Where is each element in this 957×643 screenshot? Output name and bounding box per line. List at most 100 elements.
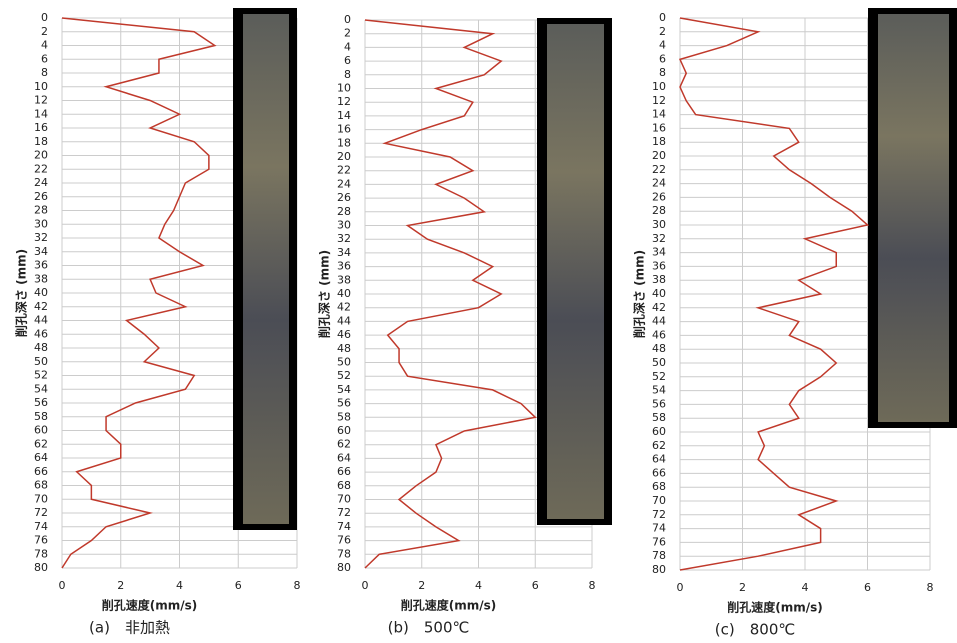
panel: 0246810121416182022242628303234363840424…: [632, 8, 957, 639]
y-tick-label: 30: [652, 218, 666, 231]
x-tick-label: 6: [235, 579, 242, 592]
y-tick-label: 20: [652, 149, 666, 162]
y-tick-label: 14: [652, 108, 666, 121]
y-tick-label: 12: [34, 94, 48, 107]
y-tick-label: 28: [652, 204, 666, 217]
x-axis-label: 削孔速度(mm/s): [401, 598, 497, 613]
x-tick-label: 2: [117, 579, 124, 592]
y-tick-label: 26: [652, 190, 666, 203]
panel: 0246810121416182022242628303234363840424…: [14, 8, 301, 637]
y-tick-label: 40: [34, 286, 48, 299]
y-tick-label: 26: [337, 191, 351, 204]
y-tick-label: 54: [337, 383, 351, 396]
y-tick-label: 50: [652, 356, 666, 369]
y-tick-label: 64: [34, 451, 48, 464]
caption: (b) 500℃: [388, 619, 470, 637]
y-tick-label: 44: [337, 314, 351, 327]
y-tick-label: 4: [41, 39, 48, 52]
caption: (c) 800℃: [715, 621, 795, 639]
core-photo: [547, 24, 604, 519]
y-tick-label: 60: [652, 425, 666, 438]
x-tick-label: 4: [176, 579, 183, 592]
y-tick-label: 80: [652, 563, 666, 576]
y-tick-label: 10: [34, 80, 48, 93]
y-tick-label: 56: [337, 397, 351, 410]
y-tick-label: 6: [344, 54, 351, 67]
y-tick-label: 38: [337, 273, 351, 286]
y-tick-label: 10: [652, 80, 666, 93]
x-tick-label: 4: [475, 579, 482, 592]
x-tick-label: 8: [589, 579, 596, 592]
y-tick-label: 52: [34, 369, 48, 382]
y-tick-label: 68: [337, 479, 351, 492]
y-tick-label: 60: [337, 424, 351, 437]
y-tick-label: 4: [344, 40, 351, 53]
y-tick-label: 8: [41, 66, 48, 79]
y-tick-label: 58: [652, 411, 666, 424]
x-axis-label: 削孔速度(mm/s): [102, 598, 198, 613]
y-axis-label: 削孔深さ (mm): [632, 250, 647, 338]
core-photo: [878, 14, 949, 422]
y-tick-label: 72: [34, 506, 48, 519]
x-tick-label: 0: [362, 579, 369, 592]
y-tick-label: 22: [652, 163, 666, 176]
y-tick-label: 56: [34, 396, 48, 409]
y-tick-label: 66: [34, 465, 48, 478]
y-tick-label: 38: [652, 273, 666, 286]
y-axis-label: 削孔深さ (mm): [14, 249, 29, 337]
y-tick-label: 6: [41, 52, 48, 65]
x-tick-label: 8: [294, 579, 301, 592]
y-tick-label: 2: [659, 25, 666, 38]
y-tick-label: 66: [337, 465, 351, 478]
caption: (a) 非加熱: [89, 619, 170, 637]
y-tick-label: 32: [652, 232, 666, 245]
y-tick-label: 76: [337, 534, 351, 547]
y-tick-label: 58: [34, 410, 48, 423]
y-tick-label: 44: [652, 315, 666, 328]
y-tick-label: 60: [34, 424, 48, 437]
y-tick-label: 0: [41, 11, 48, 24]
y-tick-label: 30: [337, 219, 351, 232]
y-tick-label: 52: [337, 369, 351, 382]
y-tick-label: 62: [337, 438, 351, 451]
y-tick-label: 40: [337, 287, 351, 300]
y-tick-label: 22: [337, 164, 351, 177]
y-tick-label: 78: [652, 549, 666, 562]
y-tick-label: 42: [652, 301, 666, 314]
y-tick-label: 44: [34, 314, 48, 327]
y-tick-label: 34: [34, 245, 48, 258]
y-tick-label: 2: [41, 25, 48, 38]
y-tick-label: 10: [337, 82, 351, 95]
y-tick-label: 68: [652, 480, 666, 493]
y-tick-label: 80: [337, 561, 351, 574]
y-tick-label: 28: [337, 205, 351, 218]
y-tick-label: 24: [652, 177, 666, 190]
y-tick-label: 0: [659, 11, 666, 24]
y-tick-label: 70: [34, 492, 48, 505]
y-tick-label: 66: [652, 466, 666, 479]
y-axis-label: 削孔深さ (mm): [317, 250, 332, 338]
y-tick-label: 14: [337, 109, 351, 122]
x-tick-label: 0: [677, 581, 684, 594]
y-tick-label: 16: [337, 123, 351, 136]
y-tick-label: 32: [34, 231, 48, 244]
y-tick-label: 30: [34, 217, 48, 230]
y-tick-label: 54: [652, 384, 666, 397]
y-tick-label: 8: [659, 66, 666, 79]
x-tick-label: 2: [739, 581, 746, 594]
y-tick-label: 32: [337, 232, 351, 245]
y-tick-label: 36: [34, 259, 48, 272]
y-tick-label: 4: [659, 39, 666, 52]
y-tick-label: 24: [337, 177, 351, 190]
y-tick-label: 0: [344, 13, 351, 26]
y-tick-label: 6: [659, 52, 666, 65]
x-tick-label: 8: [927, 581, 934, 594]
y-tick-label: 12: [337, 95, 351, 108]
y-tick-label: 74: [652, 522, 666, 535]
y-tick-label: 12: [652, 94, 666, 107]
y-tick-label: 16: [652, 121, 666, 134]
y-tick-label: 20: [337, 150, 351, 163]
x-tick-label: 4: [802, 581, 809, 594]
y-tick-label: 62: [652, 439, 666, 452]
